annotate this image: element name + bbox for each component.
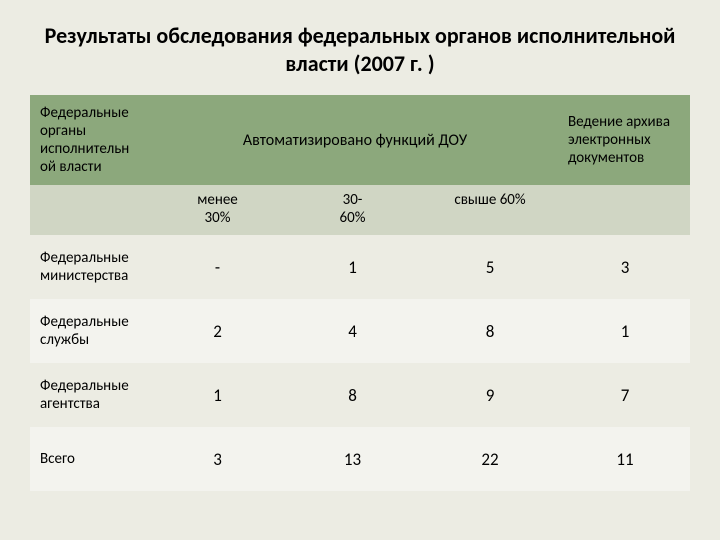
cell: 7 — [560, 363, 690, 427]
cell: 22 — [420, 427, 560, 491]
cell: 1 — [560, 299, 690, 363]
sub-empty1 — [30, 185, 150, 235]
cell: 1 — [285, 235, 420, 299]
header-row: Федеральные органы исполнительн ой власт… — [30, 95, 690, 185]
row-label: Федеральные службы — [30, 299, 150, 363]
table-row: Федеральные агентства 1 8 9 7 — [30, 363, 690, 427]
cell: 2 — [150, 299, 285, 363]
cell: 11 — [560, 427, 690, 491]
header-col2: Автоматизировано функций ДОУ — [150, 95, 560, 185]
cell: 4 — [285, 299, 420, 363]
table-row: Всего 3 13 22 11 — [30, 427, 690, 491]
cell: - — [150, 235, 285, 299]
header-col1: Федеральные органы исполнительн ой власт… — [30, 95, 150, 185]
cell: 13 — [285, 427, 420, 491]
cell: 1 — [150, 363, 285, 427]
cell: 8 — [420, 299, 560, 363]
subheader-row: менее 30% 30- 60% свыше 60% — [30, 185, 690, 235]
sub-col2: 30- 60% — [285, 185, 420, 235]
sub-col1: менее 30% — [150, 185, 285, 235]
row-label: Федеральные министерства — [30, 235, 150, 299]
cell: 9 — [420, 363, 560, 427]
row-label: Федеральные агентства — [30, 363, 150, 427]
table-row: Федеральные службы 2 4 8 1 — [30, 299, 690, 363]
cell: 5 — [420, 235, 560, 299]
row-label: Всего — [30, 427, 150, 491]
sub-col3: свыше 60% — [420, 185, 560, 235]
cell: 3 — [150, 427, 285, 491]
table-row: Федеральные министерства - 1 5 3 — [30, 235, 690, 299]
slide-title: Результаты обследования федеральных орга… — [30, 22, 690, 77]
cell: 3 — [560, 235, 690, 299]
cell: 8 — [285, 363, 420, 427]
results-table: Федеральные органы исполнительн ой власт… — [30, 95, 690, 491]
header-col3: Ведение архива электронных документов — [560, 95, 690, 185]
sub-empty2 — [560, 185, 690, 235]
